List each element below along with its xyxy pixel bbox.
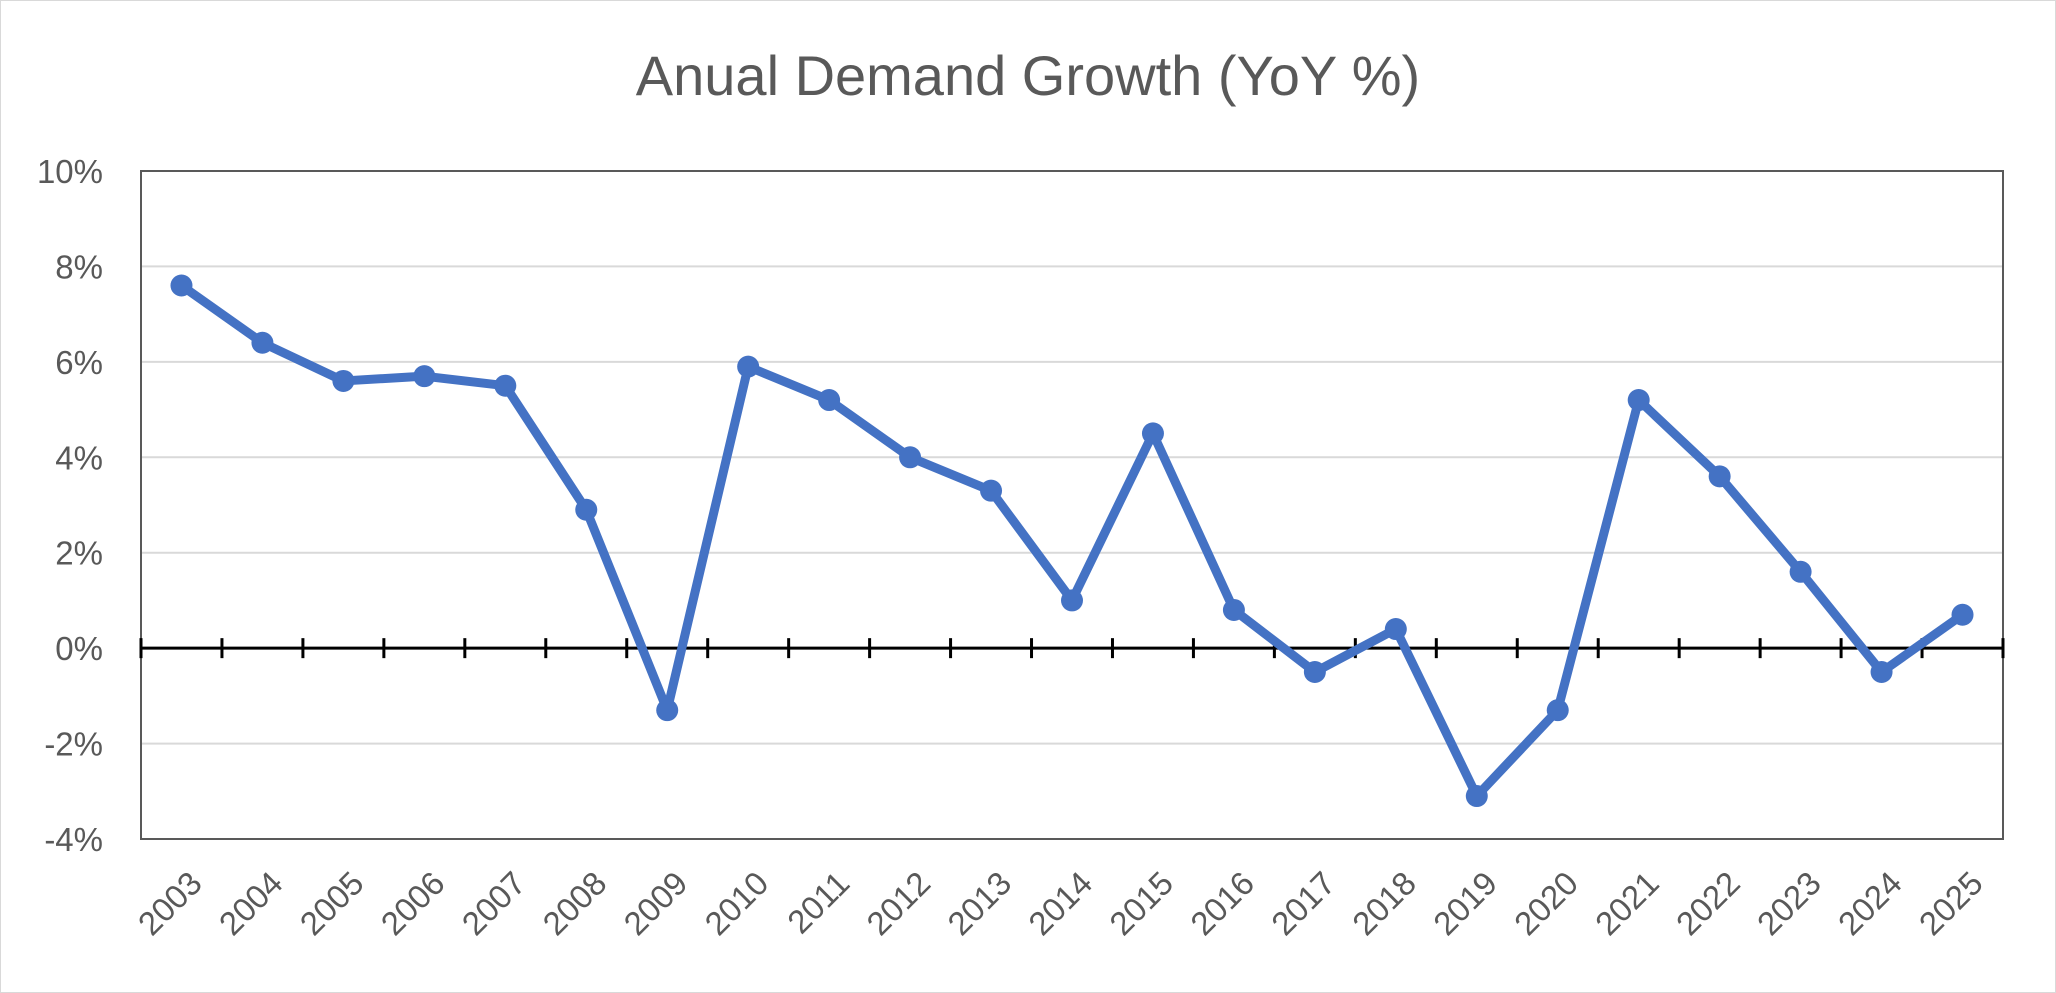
y-axis-labels: -4% -2% 0% 2% 4% 6% 8% 10%: [37, 153, 103, 858]
data-point: [251, 331, 274, 354]
x-tick-label: 2005: [293, 864, 371, 942]
x-tick-label: 2017: [1264, 864, 1342, 942]
data-point: [899, 446, 922, 469]
data-point: [1384, 618, 1407, 641]
data-point: [1465, 785, 1488, 808]
y-tick-label: -4%: [44, 821, 103, 858]
data-point: [1789, 560, 1812, 583]
y-tick-label: 4%: [55, 439, 103, 476]
x-axis-labels: 2003 2004 2005 2006 2007 2008 2009 2010 2011 2012…: [131, 864, 1990, 942]
y-tick-label: 8%: [55, 248, 103, 285]
data-point: [980, 479, 1003, 502]
data-point: [575, 498, 598, 521]
x-tick-label: 2025: [1912, 864, 1990, 942]
x-tick-label: 2010: [697, 864, 775, 942]
x-tick-label: 2024: [1831, 864, 1909, 942]
x-tick-label: 2004: [212, 864, 290, 942]
x-tick-label: 2014: [1021, 864, 1099, 942]
data-point: [1546, 699, 1569, 722]
y-tick-label: 0%: [55, 630, 103, 667]
y-tick-label: 10%: [37, 153, 103, 190]
x-tick-label: 2011: [780, 864, 856, 940]
data-point: [1708, 465, 1731, 488]
axes: [139, 170, 2005, 840]
x-tick-label: 2013: [940, 864, 1018, 942]
data-point: [1870, 661, 1893, 683]
data-point: [1951, 603, 1974, 626]
x-tick-label: 2008: [535, 864, 613, 942]
plot-area-border: [140, 170, 2004, 840]
x-tick-label: 2022: [1669, 864, 1747, 942]
x-tick-label: 2006: [374, 864, 452, 942]
x-tick-label: 2019: [1426, 864, 1504, 942]
chart-title: Anual Demand Growth (YoY %): [636, 44, 1420, 107]
data-point: [494, 374, 517, 397]
x-tick-label: 2016: [1183, 864, 1261, 942]
data-point: [413, 365, 436, 388]
y-tick-label: 2%: [55, 535, 103, 572]
series-line-group: [170, 274, 1974, 808]
x-tick-label: 2020: [1507, 864, 1585, 942]
data-point: [656, 699, 679, 722]
y-tick-label: -2%: [44, 726, 103, 763]
data-point: [1141, 422, 1164, 445]
data-point: [332, 369, 355, 392]
x-tick-label: 2021: [1588, 864, 1666, 942]
x-tick-label: 2018: [1345, 864, 1423, 942]
y-tick-label: 6%: [55, 344, 103, 381]
x-tick-label: 2023: [1750, 864, 1828, 942]
x-tick-label: 2015: [1102, 864, 1180, 942]
data-point: [1061, 589, 1083, 612]
gridlines: [141, 170, 2003, 840]
data-point: [1627, 389, 1650, 412]
data-point: [170, 274, 193, 297]
x-tick-label: 2007: [455, 864, 533, 942]
x-tick-label: 2003: [131, 864, 209, 942]
data-point: [818, 389, 841, 412]
x-tick-label: 2009: [616, 864, 694, 942]
data-point: [1303, 661, 1326, 683]
data-point: [1222, 598, 1245, 621]
data-point: [737, 355, 760, 378]
x-tick-label: 2012: [859, 864, 937, 942]
